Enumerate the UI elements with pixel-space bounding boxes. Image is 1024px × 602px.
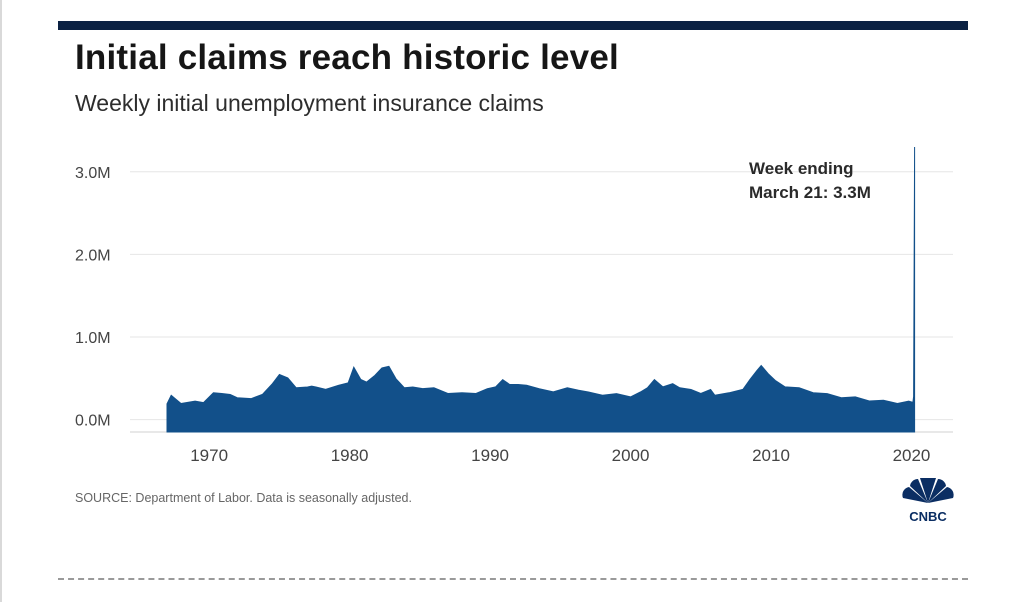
x-tick-label: 2010 — [752, 446, 790, 465]
claims-area-series — [166, 146, 916, 433]
spike-annotation-line: March 21: 3.3M — [749, 183, 871, 202]
annotation-layer: Week ending March 21: 3.3M — [749, 159, 871, 202]
cnbc-peacock-logo: CNBC — [902, 478, 954, 524]
series-layer — [166, 146, 916, 433]
bottom-dashed-divider — [58, 578, 968, 580]
x-tick-label: 1970 — [190, 446, 228, 465]
y-tick-label: 2.0M — [75, 247, 111, 264]
y-tick-label: 1.0M — [75, 330, 111, 347]
y-tick-label: 0.0M — [75, 413, 111, 430]
y-tick-label: 3.0M — [75, 165, 111, 182]
x-tick-label: 2000 — [612, 446, 650, 465]
left-frame-edge — [0, 0, 2, 602]
top-accent-bar — [58, 21, 968, 30]
x-tick-label: 2020 — [893, 446, 931, 465]
spike-annotation-line: Week ending — [749, 159, 854, 178]
y-axis-labels: 0.0M 1.0M 2.0M 3.0M — [75, 165, 111, 430]
source-note: SOURCE: Department of Labor. Data is sea… — [75, 491, 412, 505]
logo-wordmark: CNBC — [909, 509, 947, 524]
x-tick-label: 1980 — [331, 446, 369, 465]
chart-title: Initial claims reach historic level — [75, 38, 619, 77]
x-axis-labels: 1970 1980 1990 2000 2010 2020 — [190, 446, 930, 465]
x-tick-label: 1990 — [471, 446, 509, 465]
chart-subtitle: Weekly initial unemployment insurance cl… — [75, 90, 544, 116]
